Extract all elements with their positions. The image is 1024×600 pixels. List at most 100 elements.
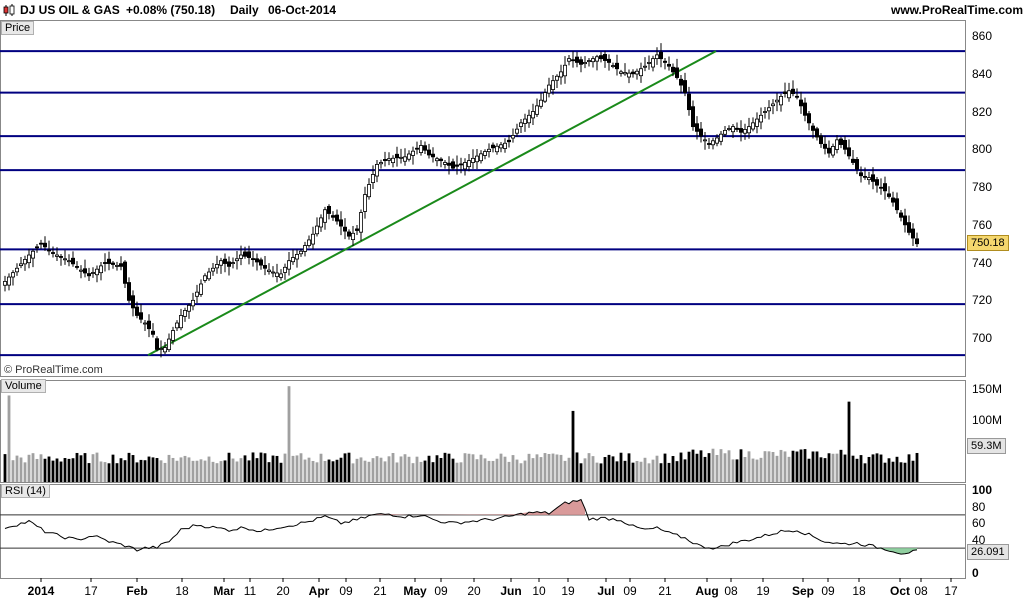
volume-bar	[511, 455, 515, 482]
rsi-tick-label: 60	[972, 516, 986, 531]
volume-bar	[63, 458, 67, 482]
site-link[interactable]: www.ProRealTime.com	[891, 3, 1024, 17]
volume-bar	[819, 457, 823, 482]
candle-body	[911, 228, 916, 239]
candle-body	[859, 172, 864, 177]
candle	[438, 157, 443, 168]
volume-bar	[443, 452, 447, 482]
candle	[338, 211, 343, 236]
volume-bar	[35, 458, 39, 482]
candle-body	[35, 246, 40, 249]
volume-bar	[39, 454, 43, 482]
candle-body	[615, 62, 620, 70]
candle	[635, 68, 640, 80]
candle	[466, 153, 471, 172]
candle	[867, 171, 872, 185]
candle	[739, 120, 744, 142]
candle-body	[7, 276, 12, 286]
volume-bar	[347, 452, 351, 482]
candle-body	[767, 107, 772, 112]
time-tick-label: Sep	[791, 584, 815, 598]
volume-bar	[319, 453, 323, 482]
volume-bar	[839, 449, 843, 482]
candle-body	[206, 271, 211, 280]
volume-bar	[627, 453, 631, 482]
time-tick-label: Feb	[126, 584, 148, 598]
rsi-overbought-fill	[373, 499, 585, 515]
candle	[318, 214, 323, 232]
volume-bar	[271, 455, 275, 482]
volume-bar	[871, 454, 875, 482]
candle	[494, 143, 499, 155]
volume-bar	[639, 461, 643, 482]
candle	[651, 55, 656, 72]
candle	[831, 143, 836, 158]
volume-bar	[583, 458, 587, 482]
candle	[687, 86, 692, 116]
volume-bar	[235, 461, 239, 482]
price-panel-label[interactable]: Price	[1, 21, 35, 35]
candle	[142, 319, 147, 331]
candle	[206, 267, 211, 281]
candle	[454, 155, 459, 175]
candle-body	[230, 262, 235, 264]
volume-bar	[467, 453, 471, 482]
candle	[182, 307, 187, 322]
volume-bar	[531, 458, 535, 482]
candle	[210, 263, 215, 276]
volume-bar	[67, 458, 71, 482]
volume-bar	[879, 454, 883, 482]
volume-bar	[807, 458, 811, 482]
candle-body	[450, 161, 455, 169]
candle-body	[571, 59, 576, 62]
volume-tick-label: 100M	[972, 413, 1003, 428]
volume-bar	[723, 453, 727, 482]
candlestick-icon[interactable]	[3, 4, 16, 17]
volume-bar	[307, 457, 311, 482]
candle-body	[382, 159, 387, 162]
candle-body	[635, 70, 640, 75]
candle	[759, 107, 764, 130]
volume-bar	[711, 448, 715, 482]
candle	[603, 50, 608, 68]
volume-bar	[675, 461, 679, 482]
candle	[422, 141, 427, 154]
candle	[115, 261, 120, 271]
volume-bar	[115, 463, 119, 482]
volume-bar	[299, 453, 303, 482]
candle-body	[47, 249, 52, 252]
candle-body	[498, 144, 503, 149]
candle-body	[51, 252, 56, 254]
candle	[250, 251, 255, 267]
candle	[254, 253, 259, 271]
candle	[539, 92, 544, 109]
volume-bar	[159, 460, 163, 482]
candle-body	[442, 162, 447, 165]
candle-body	[843, 139, 848, 150]
candle-body	[154, 338, 159, 350]
candle	[587, 57, 592, 67]
volume-bar	[787, 456, 791, 482]
rsi-panel-label[interactable]: RSI (14)	[1, 484, 50, 498]
volume-bar	[823, 458, 827, 482]
volume-panel-label[interactable]: Volume	[1, 379, 46, 393]
volume-bar	[283, 453, 287, 482]
time-tick-label: 18	[175, 584, 189, 598]
volume-bar	[795, 451, 799, 482]
candle-body	[67, 260, 72, 263]
volume-bar	[695, 453, 699, 482]
volume-bar	[763, 451, 767, 482]
volume-bar	[631, 462, 635, 482]
candle	[99, 261, 104, 281]
candle-body	[258, 259, 263, 266]
candle	[915, 232, 920, 247]
candle	[450, 158, 455, 171]
volume-bar	[71, 458, 75, 482]
candle-body	[446, 162, 451, 166]
volume-bar	[203, 460, 207, 482]
candle-body	[338, 219, 343, 227]
volume-bar	[135, 462, 139, 482]
candle	[470, 149, 475, 169]
candle-body	[915, 238, 920, 245]
candle	[723, 125, 728, 137]
